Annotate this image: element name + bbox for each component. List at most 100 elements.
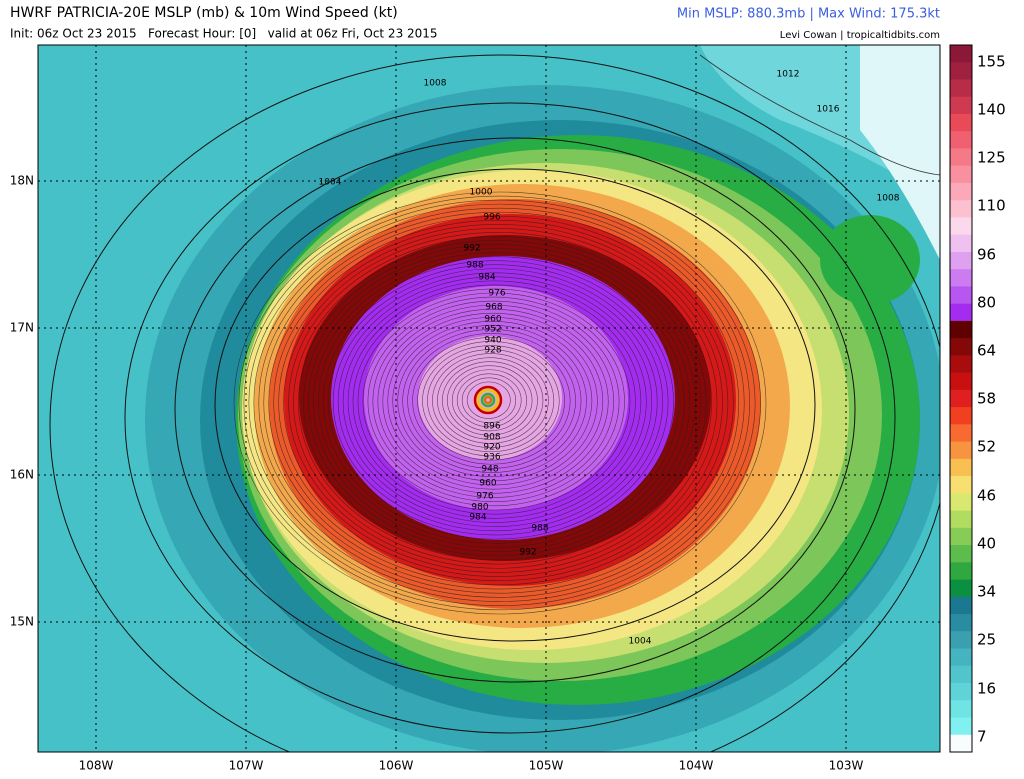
colorbar-segment [950, 648, 972, 667]
credit: Levi Cowan | tropicaltidbits.com [780, 30, 940, 41]
contour-label: 988 [466, 261, 483, 271]
colorbar-segment [950, 148, 972, 167]
contour-label: 896 [483, 422, 500, 432]
isobar [342, 280, 647, 523]
colorbar-segment [950, 338, 972, 356]
isobar [387, 316, 598, 486]
isobar [273, 224, 723, 582]
isobar [322, 264, 669, 540]
isobar [288, 236, 707, 569]
contour-label: 940 [484, 336, 501, 346]
colorbar-segment [950, 389, 972, 408]
isobar [268, 219, 729, 586]
colorbar-segment [950, 424, 972, 443]
colorbar-segment [950, 234, 972, 253]
isobar [174, 137, 856, 683]
colorbar-segment [950, 217, 972, 236]
contour-label: 996 [483, 213, 500, 223]
isobar [253, 207, 745, 598]
contour-label: 1004 [629, 637, 652, 647]
colorbar-label: 125 [977, 149, 1006, 167]
colorbar-segment [950, 303, 972, 322]
colorbar-segment [950, 562, 972, 581]
isobar [243, 199, 756, 606]
isobar [422, 345, 560, 457]
eye [476, 388, 500, 412]
colorbar-segment [950, 200, 972, 218]
isobar [377, 308, 609, 494]
colorbar-segment [950, 407, 972, 425]
eye [480, 392, 496, 408]
colorbar-segment [950, 441, 972, 460]
isobar [372, 304, 614, 498]
contour-label: 984 [469, 513, 486, 523]
isobar [357, 292, 631, 511]
land-outline [699, 54, 940, 176]
contour-label: 988 [531, 524, 548, 534]
colorbar-label: 64 [977, 342, 996, 360]
isobar [337, 276, 653, 527]
eye [483, 395, 493, 405]
colorbar-label: 96 [977, 246, 996, 264]
lat-label: 16N [10, 468, 34, 482]
subtitle: Init: 06z Oct 23 2015 Forecast Hour: [0]… [10, 27, 438, 41]
colorbar-segment [950, 62, 972, 80]
isobar [347, 284, 642, 519]
colorbar-segment [950, 79, 972, 98]
colorbar-segment [950, 596, 972, 615]
colorbar-segment [950, 683, 972, 701]
colorbar-segment [950, 510, 972, 529]
isobar [308, 252, 685, 552]
isobar [362, 296, 625, 507]
lon-label: 103W [829, 759, 864, 773]
contour-label: 1004 [319, 178, 342, 188]
contour-label: 1000 [470, 188, 493, 198]
wind-field [820, 215, 920, 305]
lon-label: 105W [529, 759, 564, 773]
colorbar: 155 140 125 110 96 80 64 58 52 46 40 34 25 16 7 [949, 44, 1006, 753]
colorbar-segment [950, 493, 972, 512]
contour-label: 976 [488, 289, 505, 299]
wind-field [860, 45, 940, 260]
contour-label: 1016 [817, 105, 840, 115]
colorbar-label: 110 [977, 197, 1006, 215]
isobar [263, 215, 734, 590]
lon-label: 108W [79, 759, 114, 773]
lat-label: 18N [10, 174, 34, 188]
colorbar-label: 16 [977, 680, 996, 698]
contour-label: 968 [485, 303, 502, 313]
contour-label: 992 [519, 548, 536, 558]
isobar [412, 337, 571, 465]
colorbar-label: 34 [977, 583, 996, 601]
colorbar-segment [950, 717, 972, 736]
lon-label: 106W [379, 759, 414, 773]
colorbar-label: 52 [977, 438, 996, 456]
colorbar-segment [950, 579, 972, 598]
isobar [313, 256, 680, 548]
stats: Min MSLP: 880.3mb | Max Wind: 175.3kt [677, 7, 940, 22]
colorbar-segment [950, 182, 972, 201]
isobar [214, 168, 816, 642]
isobar [258, 211, 740, 594]
isobar [382, 312, 604, 490]
title: HWRF PATRICIA-20E MSLP (mb) & 10m Wind S… [10, 5, 398, 21]
contour-label: 980 [471, 503, 488, 513]
contour-label: 952 [484, 325, 501, 335]
isobar [407, 333, 576, 469]
colorbar-segment [950, 96, 972, 115]
colorbar-segment [950, 614, 972, 632]
contour-label: 1008 [877, 194, 900, 204]
colorbar-label: 80 [977, 294, 996, 312]
contour-label: 1008 [424, 79, 447, 89]
isobar [367, 300, 620, 502]
lon-label: 107W [229, 759, 264, 773]
contour-label: 960 [484, 315, 501, 325]
colorbar-segment [950, 286, 972, 305]
isobar [318, 260, 674, 544]
isobar [49, 54, 940, 752]
isobar [283, 232, 712, 573]
isobar [466, 381, 511, 419]
colorbar-label: 25 [977, 631, 996, 649]
isobar [293, 240, 702, 565]
